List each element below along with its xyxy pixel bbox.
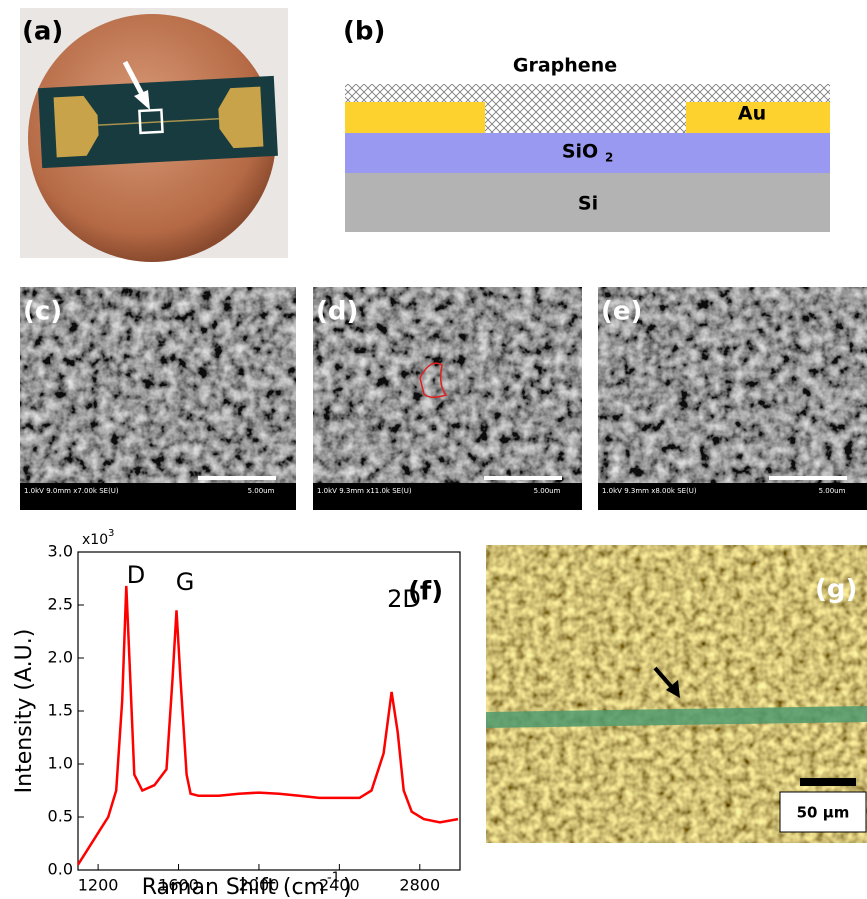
layer-label: Si [578,193,598,215]
layer-label: Au [738,103,766,125]
peak-label: D [127,561,145,589]
panel-label: (b) [343,17,385,47]
sem-panels: 1.0kV 9.0mm x7.00k SE(U) 5.00um (c) 1.0kV 9… [20,287,867,510]
y-tick-label: 2.5 [48,595,73,614]
y-multiplier: x10 [82,532,108,548]
x-axis-title-end: ) [343,875,352,899]
figure: (a) (b) Graphene Au SiO 2 Si 1.0kV 9.0mm… [0,0,867,899]
y-tick-label: 0.5 [48,807,73,826]
layer-label: Graphene [513,55,617,77]
layer-label: SiO [562,141,598,163]
y-tick-label: 2.0 [48,648,73,667]
panel-label: (e) [601,297,642,327]
sem-scale: 5.00um [248,487,275,495]
y-tick-label: 1.0 [48,754,73,773]
panel-label: (g) [815,575,857,605]
panel-label: (c) [23,297,62,327]
y-axis-title: Intensity (A.U.) [12,629,37,794]
layer-subscript: 2 [605,151,613,165]
x-axis-title-sup: -1 [327,871,340,886]
x-tick-label: 1200 [78,876,119,895]
sem-info: 1.0kV 9.0mm x7.00k SE(U) [24,487,119,495]
peak-label: G [176,568,195,596]
y-tick-label: 1.5 [48,701,73,720]
x-tick-label: 2800 [399,876,440,895]
sem-scale: 5.00um [819,487,846,495]
y-multiplier-exp: 3 [108,528,114,539]
panel-label: (f) [408,577,443,607]
panel-label: (a) [22,17,63,47]
scale-label: 50 µm [797,804,850,822]
spectrum-line [78,586,458,865]
sem-info: 1.0kV 9.3mm x8.00k SE(U) [602,487,697,495]
x-axis-title: Raman Shift (cm [142,875,325,899]
y-tick-label: 0.0 [48,860,73,879]
panel-label: (d) [316,297,358,327]
optical-panel [486,545,867,843]
sem-info: 1.0kV 9.3mm x11.0k SE(U) [317,487,412,495]
sem-scale: 5.00um [534,487,561,495]
y-tick-label: 3.0 [48,542,73,561]
